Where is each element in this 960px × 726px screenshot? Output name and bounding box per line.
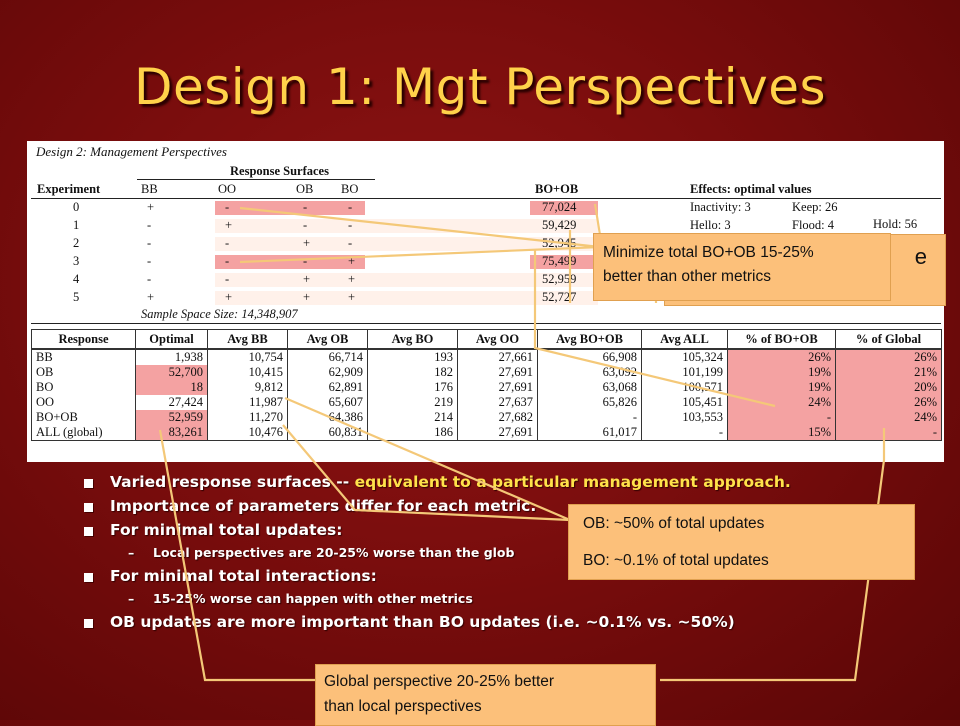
square-bullet-icon xyxy=(84,503,93,512)
results-table: Response Optimal Avg BB Avg OB Avg BO Av… xyxy=(31,329,942,441)
th-avg-bb: Avg BB xyxy=(207,329,288,350)
bullet-item: For minimal total updates: xyxy=(82,521,902,545)
t1-h-bo-ob: BO+OB xyxy=(535,182,579,196)
t1-group-rule xyxy=(137,179,375,180)
th-avg-oo: Avg OO xyxy=(457,329,538,350)
connector-line xyxy=(593,203,602,236)
callout-ob-line: OB: ~50% of total updates xyxy=(583,515,765,532)
t1-footer: Sample Space Size: 14,348,907 xyxy=(141,307,298,321)
t1-header-rule xyxy=(31,198,941,199)
callout-minimize-line1: Minimize total BO+OB 15-25% xyxy=(603,244,814,261)
callout-bo-line: BO: ~0.1% of total updates xyxy=(583,552,769,569)
row5-highlight xyxy=(215,291,598,305)
t1-h-bo: BO xyxy=(341,182,359,196)
paper-caption: Design 2: Management Perspectives xyxy=(36,144,227,159)
t1-h-oo: OO xyxy=(218,182,237,196)
connector-line xyxy=(282,424,571,522)
th-avg-all: Avg ALL xyxy=(641,329,728,350)
table-row: BO 18 9,812 62,891 176 27,691 63,068 100… xyxy=(31,380,942,395)
slide-title: Design 1: Mgt Perspectives xyxy=(133,58,827,116)
t1-group-header: Response Surfaces xyxy=(230,164,329,178)
square-bullet-icon xyxy=(84,527,93,536)
t1-h-bb: BB xyxy=(141,182,158,196)
row4-highlight xyxy=(215,273,598,287)
table-row: BO+OB 52,959 11,270 64,386 214 27,682 - … xyxy=(31,410,942,425)
table-row: OO 27,424 11,987 65,607 219 27,637 65,82… xyxy=(31,395,942,410)
callout-minimize: Minimize total BO+OB 15-25% better than … xyxy=(593,233,891,301)
connector-line xyxy=(239,245,601,264)
bullet-item: OB updates are more important than BO up… xyxy=(82,613,902,637)
row2-highlight xyxy=(215,237,598,251)
connector-line xyxy=(158,429,315,682)
results-header-row: Response Optimal Avg BB Avg OB Avg BO Av… xyxy=(31,329,942,350)
callout-peek-text: e xyxy=(914,244,927,269)
callout-global: Global perspective 20-25% better than lo… xyxy=(315,664,656,726)
callout-global-line1: Global perspective 20-25% better xyxy=(324,673,555,690)
square-bullet-icon xyxy=(84,619,93,628)
square-bullet-icon xyxy=(84,573,93,582)
row3-bo-ob-highlight xyxy=(530,255,598,269)
bullet-item: Varied response surfaces -- equivalent t… xyxy=(82,473,902,497)
row0-bo-ob-highlight xyxy=(530,201,598,215)
square-bullet-icon xyxy=(84,479,93,488)
connector-line xyxy=(284,396,571,522)
bullet-item: For minimal total interactions: xyxy=(82,567,902,591)
t1-bottom-rule xyxy=(31,323,941,324)
table-row: OB 52,700 10,415 62,909 182 27,691 63,09… xyxy=(31,365,942,380)
bullet-list: Varied response surfaces -- equivalent t… xyxy=(82,473,902,637)
sub-bullet-item: – Local perspectives are 20-25% worse th… xyxy=(128,545,515,560)
callout-global-line2: than local perspectives xyxy=(324,698,482,715)
dash-bullet-icon: – xyxy=(128,545,135,560)
callout-minimize-line2: better than other metrics xyxy=(603,268,771,285)
connector-line xyxy=(533,250,776,408)
t1-h-effects: Effects: optimal values xyxy=(690,182,812,196)
callout-updates: OB: ~50% of total updates BO: ~0.1% of t… xyxy=(568,504,915,580)
row0-highlight xyxy=(215,201,365,215)
t1-h-experiment: Experiment xyxy=(37,182,101,196)
th-optimal: Optimal xyxy=(135,329,208,350)
sub-bullet-item: – 15-25% worse can happen with other met… xyxy=(128,591,473,606)
th-avg-bo-ob: Avg BO+OB xyxy=(537,329,642,350)
t1-h-ob: OB xyxy=(296,182,314,196)
connector-line xyxy=(239,206,601,249)
table-row: BB 1,938 10,754 66,714 193 27,661 66,908… xyxy=(31,348,942,365)
bullet-item: Importance of parameters differ for each… xyxy=(82,497,902,521)
dash-bullet-icon: – xyxy=(128,591,135,606)
th-avg-ob: Avg OB xyxy=(287,329,368,350)
